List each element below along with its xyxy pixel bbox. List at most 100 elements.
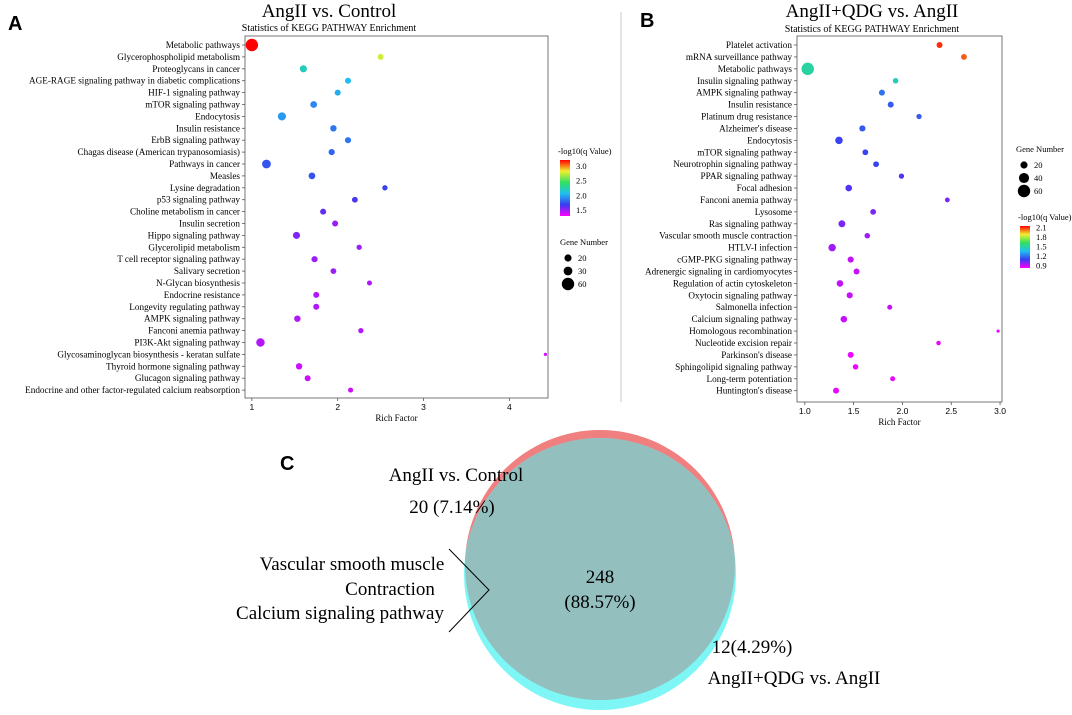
category-label: Huntington's disease [716, 386, 792, 396]
data-point [859, 125, 866, 132]
data-point [358, 327, 364, 334]
data-point [835, 136, 843, 145]
data-point [332, 220, 339, 227]
data-point [887, 101, 894, 108]
category-label: Glycerolipid metabolism [148, 242, 240, 252]
data-point [262, 159, 271, 169]
category-label: PPAR signaling pathway [700, 171, 792, 181]
category-label: mTOR signaling pathway [145, 100, 240, 110]
data-point [313, 291, 320, 298]
data-point [344, 137, 352, 144]
x-axis-label: Rich Factor [878, 417, 920, 427]
panel-b-subtitle: Statistics of KEGG PATHWAY Enrichment [785, 24, 960, 35]
category-label: Endocrine and other factor-regulated cal… [25, 385, 240, 395]
data-point [936, 42, 943, 48]
category-label: Long-term potentiation [707, 374, 793, 384]
x-tick-label: 3 [421, 402, 426, 412]
category-label: Insulin secretion [179, 219, 240, 229]
data-point [311, 256, 318, 263]
category-label: Salivary secretion [174, 266, 240, 276]
plot-area-frame [244, 35, 549, 399]
category-label: Ras signaling pathway [709, 219, 793, 229]
color-legend-bar [560, 160, 570, 216]
category-label: Neurotrophin signaling pathway [673, 159, 792, 169]
category-label: Metabolic pathways [718, 64, 793, 74]
x-tick-label: 1 [249, 402, 254, 412]
size-legend-dot [1017, 184, 1031, 198]
size-legend-label: 60 [1034, 186, 1043, 196]
data-point [382, 185, 388, 191]
panel-c-letter: C [280, 453, 294, 475]
category-label: Parkinson's disease [721, 350, 792, 360]
size-legend-dot [564, 254, 572, 262]
x-tick-label: 2.0 [897, 406, 909, 416]
panel-b-title: AngII+QDG vs. AngII [786, 1, 959, 22]
category-label: Insulin resistance [728, 100, 792, 110]
x-tick-label: 1.0 [799, 406, 811, 416]
category-label: Pathways in cancer [169, 159, 240, 169]
color-legend-tick: 3.0 [576, 161, 587, 171]
venn-note-bracket [448, 548, 490, 633]
data-point [543, 352, 548, 357]
color-legend-tick: 2.0 [576, 190, 587, 200]
color-legend-tick: 1.8 [1036, 232, 1047, 242]
size-legend-label: 40 [1034, 173, 1043, 183]
category-label: HTLV-I infection [728, 243, 792, 253]
data-point [838, 220, 846, 228]
category-label: AMPK signaling pathway [696, 88, 792, 98]
data-point [299, 65, 307, 73]
venn-overlap-percent: (88.57%) [564, 592, 635, 613]
data-point [330, 268, 337, 274]
category-label: Regulation of actin cytoskeleton [673, 278, 793, 288]
panel-a-subtitle: Statistics of KEGG PATHWAY Enrichment [242, 23, 417, 34]
color-legend-tick: 2.5 [576, 176, 587, 186]
category-label: Focal adhesion [737, 183, 793, 193]
data-point [345, 77, 351, 84]
size-legend-label: 30 [578, 266, 587, 276]
category-label: Choline metabolism in cancer [130, 207, 240, 217]
data-point [310, 101, 318, 108]
data-point [833, 387, 840, 394]
size-legend-title: Gene Number [1016, 144, 1064, 154]
category-label: Endocrine resistance [164, 290, 240, 300]
venn-right-value: 12(4.29%) [712, 637, 793, 658]
size-legend-label: 20 [578, 253, 587, 263]
category-label: Metabolic pathways [166, 40, 241, 50]
category-label: Chagas disease (American trypanosomiasis… [77, 147, 240, 157]
data-point [887, 304, 893, 310]
category-label: Proteoglycans in cancer [152, 64, 240, 74]
category-label: Vascular smooth muscle contraction [659, 231, 792, 241]
category-label: Endocytosis [195, 111, 240, 121]
category-label: N-Glycan biosynthesis [156, 278, 240, 288]
data-point [377, 53, 384, 60]
kegg-dotplot-b: Platelet activation mRNA surveillance pat… [645, 35, 1072, 427]
x-tick-label: 2.5 [945, 406, 957, 416]
category-label: Platelet activation [726, 40, 792, 50]
data-point [366, 280, 372, 286]
size-legend-label: 60 [578, 279, 587, 289]
category-label: mRNA surveillance pathway [686, 52, 793, 62]
data-point [320, 208, 327, 215]
x-tick-label: 3.0 [994, 406, 1006, 416]
size-legend-dot [1020, 161, 1028, 169]
kegg-dotplot-a: Metabolic pathways Glycerophospholipid me… [25, 35, 612, 423]
data-point [828, 243, 836, 252]
category-label: Platinum drug resistance [701, 112, 792, 122]
category-label: PI3K-Akt signaling pathway [134, 338, 240, 348]
data-point [330, 125, 337, 132]
color-legend-tick: 1.5 [576, 205, 587, 215]
venn-left-value: 20 (7.14%) [409, 497, 494, 518]
data-point [847, 256, 854, 263]
color-legend-tick: 1.5 [1036, 242, 1047, 252]
venn-note-line-3: Calcium signaling pathway [236, 603, 444, 624]
venn-note-line-2: Contraction [345, 579, 435, 600]
data-point [862, 149, 869, 156]
data-point [846, 292, 853, 299]
data-point [256, 338, 265, 347]
x-axis-label: Rich Factor [375, 413, 417, 423]
category-label: p53 signaling pathway [157, 195, 241, 205]
category-label: Calcium signaling pathway [691, 314, 792, 324]
color-legend-tick: 1.2 [1036, 251, 1047, 261]
size-legend-title: Gene Number [560, 237, 608, 247]
